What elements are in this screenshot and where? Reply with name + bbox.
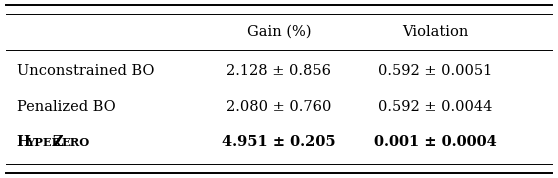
Text: YPER: YPER bbox=[26, 137, 61, 148]
Text: 0.592 ± 0.0051: 0.592 ± 0.0051 bbox=[378, 64, 492, 78]
Text: 2.080 ± 0.760: 2.080 ± 0.760 bbox=[227, 100, 331, 114]
Text: 4.951 ± 0.205: 4.951 ± 0.205 bbox=[222, 135, 336, 149]
Text: 0.592 ± 0.0044: 0.592 ± 0.0044 bbox=[378, 100, 492, 114]
Text: Unconstrained BO: Unconstrained BO bbox=[17, 64, 154, 78]
Text: H: H bbox=[17, 135, 31, 149]
Text: Z: Z bbox=[52, 135, 63, 149]
Text: Penalized BO: Penalized BO bbox=[17, 100, 116, 114]
Text: 0.001 ± 0.0004: 0.001 ± 0.0004 bbox=[374, 135, 497, 149]
Text: Violation: Violation bbox=[402, 25, 468, 39]
Text: 2.128 ± 0.856: 2.128 ± 0.856 bbox=[227, 64, 331, 78]
Text: ERO: ERO bbox=[61, 137, 90, 148]
Text: Gain (%): Gain (%) bbox=[247, 25, 311, 39]
